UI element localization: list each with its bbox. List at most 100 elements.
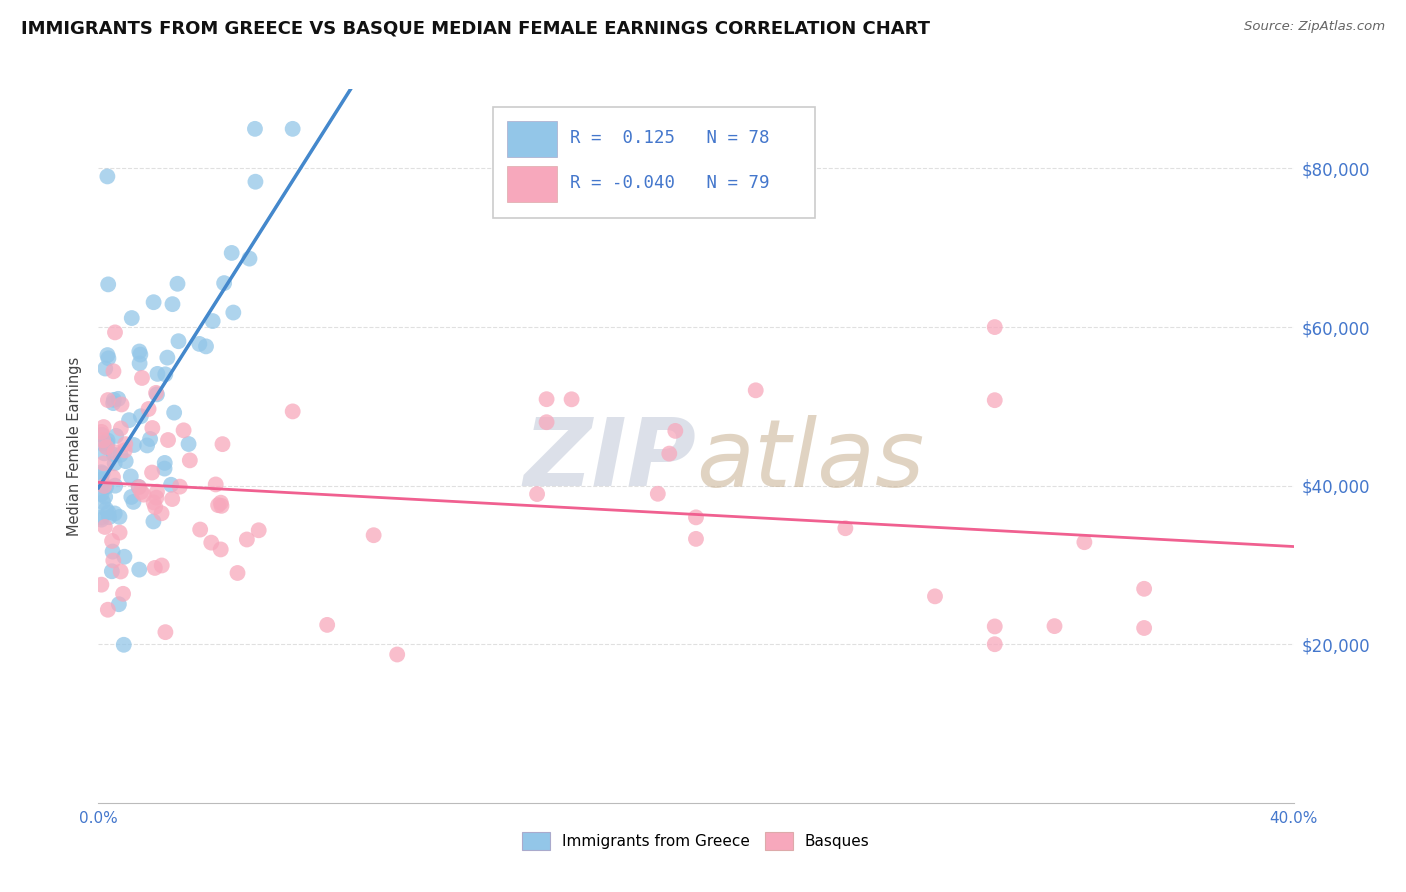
Point [103,445,125,459]
Point [243,121,266,136]
Point [129,485,152,500]
Text: atlas: atlas [696,415,924,506]
Point [143,561,166,575]
Point [177,437,200,451]
Point [114,437,136,451]
Point [90,487,112,501]
Point [101,544,124,558]
Point [163,406,186,420]
Point [90,425,112,439]
Point [363,528,385,542]
Point [658,447,681,461]
Point [110,565,132,579]
Point [316,618,339,632]
Point [93,456,115,470]
Point [211,499,233,513]
Point [108,525,131,540]
Point [647,487,669,501]
Point [110,448,132,462]
Point [91,467,114,481]
Point [153,456,176,470]
Point [281,121,304,136]
Point [101,470,124,484]
Point [94,361,117,376]
Point [112,587,135,601]
Point [104,456,127,470]
Point [94,502,117,516]
Point [162,297,184,311]
Point [157,433,180,447]
Text: R = -0.040   N = 79: R = -0.040 N = 79 [571,175,770,193]
Point [984,393,1007,408]
Point [128,480,150,494]
Point [561,392,583,407]
Point [128,356,150,370]
Point [90,472,112,486]
Point [90,577,112,591]
Point [155,368,177,382]
Point [167,334,190,349]
Point [98,510,121,524]
Point [110,397,132,411]
Point [141,466,163,480]
Point [103,364,125,378]
Point [96,440,118,454]
Point [664,424,686,438]
Point [104,507,127,521]
Point [90,510,112,524]
Point [153,461,176,475]
Point [132,488,155,502]
Point [93,420,115,434]
Point [204,477,226,491]
Point [108,509,131,524]
Point [91,434,114,448]
Point [1043,619,1066,633]
Point [101,533,124,548]
Point [107,392,129,406]
Point [150,506,173,520]
Point [128,480,150,494]
Point [201,314,224,328]
Point [97,393,120,408]
Point [166,277,188,291]
Point [96,169,118,184]
Point [96,440,118,454]
Point [245,175,267,189]
Text: Source: ZipAtlas.com: Source: ZipAtlas.com [1244,20,1385,33]
Point [94,480,117,494]
Point [104,326,127,340]
Point [112,549,135,564]
Point [103,553,125,567]
Point [129,347,152,361]
Point [1133,582,1156,596]
Y-axis label: Median Female Earnings: Median Female Earnings [67,357,83,535]
Point [104,478,127,492]
Point [211,437,233,451]
Point [103,448,125,462]
Point [143,500,166,514]
Point [120,490,142,504]
Point [94,520,117,534]
Point [131,371,153,385]
Point [200,535,222,549]
Point [121,311,143,326]
Point [209,542,232,557]
Point [122,438,145,452]
Point [103,392,125,407]
Point [1073,535,1095,549]
Point [145,491,167,505]
Point [207,498,229,512]
Point [108,597,131,611]
Point [834,521,856,535]
Point [188,337,211,351]
Point [120,469,142,483]
Point [128,563,150,577]
Point [209,496,232,510]
Point [93,446,115,460]
Point [536,415,558,429]
Point [685,532,707,546]
Point [97,505,120,519]
Text: IMMIGRANTS FROM GREECE VS BASQUE MEDIAN FEMALE EARNINGS CORRELATION CHART: IMMIGRANTS FROM GREECE VS BASQUE MEDIAN … [21,20,931,37]
Point [173,423,195,437]
Point [236,533,259,547]
